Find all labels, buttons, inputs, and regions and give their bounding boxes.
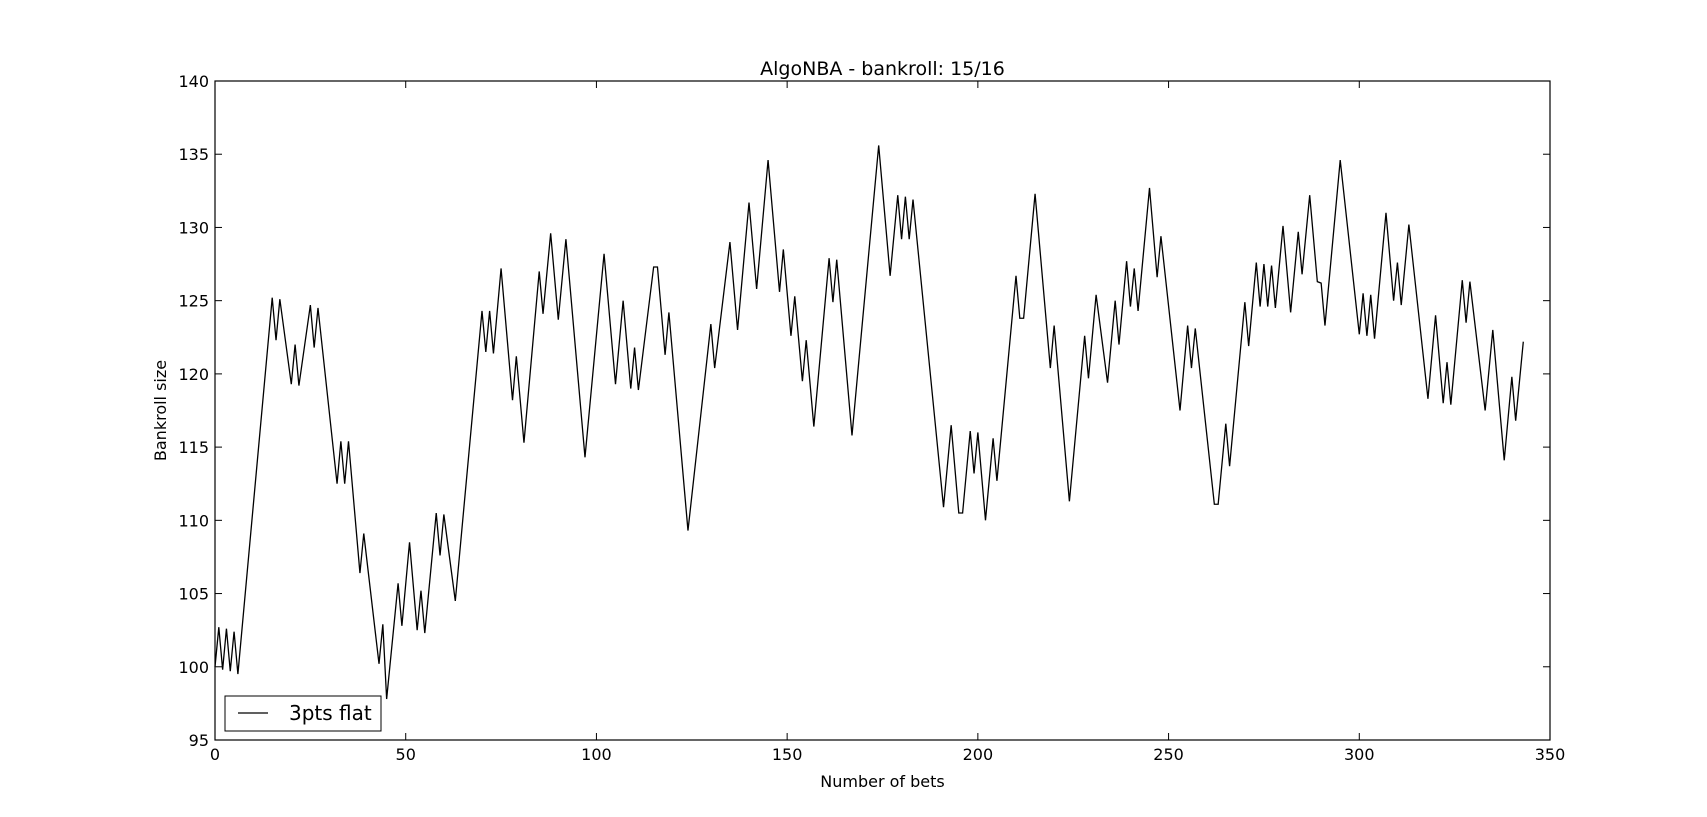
y-tick-label: 120 xyxy=(178,365,209,384)
y-tick-label: 95 xyxy=(189,731,209,750)
x-tick-label: 250 xyxy=(1153,745,1184,764)
y-tick-label: 105 xyxy=(178,585,209,604)
plot-frame xyxy=(214,80,1551,741)
y-tick-label: 115 xyxy=(178,438,209,457)
chart-title: AlgoNBA - bankroll: 15/16 xyxy=(760,58,1005,80)
x-tick-label: 100 xyxy=(581,745,612,764)
x-tick-label: 150 xyxy=(772,745,803,764)
x-tick-label: 300 xyxy=(1344,745,1375,764)
x-tick-label: 200 xyxy=(963,745,994,764)
x-axis-label: Number of bets xyxy=(820,772,944,791)
y-tick-label: 125 xyxy=(178,292,209,311)
y-tick-label: 130 xyxy=(178,218,209,237)
legend-label: 3pts flat xyxy=(289,701,372,725)
legend: 3pts flat xyxy=(224,695,382,732)
y-tick-label: 140 xyxy=(178,72,209,91)
plot-area xyxy=(215,81,1550,740)
x-tick-label: 350 xyxy=(1535,745,1566,764)
y-tick-label: 110 xyxy=(178,511,209,530)
series-line-3pts-flat xyxy=(214,145,1524,700)
y-tick-label: 135 xyxy=(178,145,209,164)
y-axis-label: Bankroll size xyxy=(151,360,170,461)
x-tick-label: 0 xyxy=(210,745,220,764)
tick-layer: 0 50 100 150 200 250 300 350 95 100 105 110 115 120 12… xyxy=(178,72,1565,764)
legend-box xyxy=(224,695,382,732)
x-tick-label: 50 xyxy=(396,745,416,764)
y-tick-label: 100 xyxy=(178,658,209,677)
data-layer xyxy=(214,145,1524,700)
